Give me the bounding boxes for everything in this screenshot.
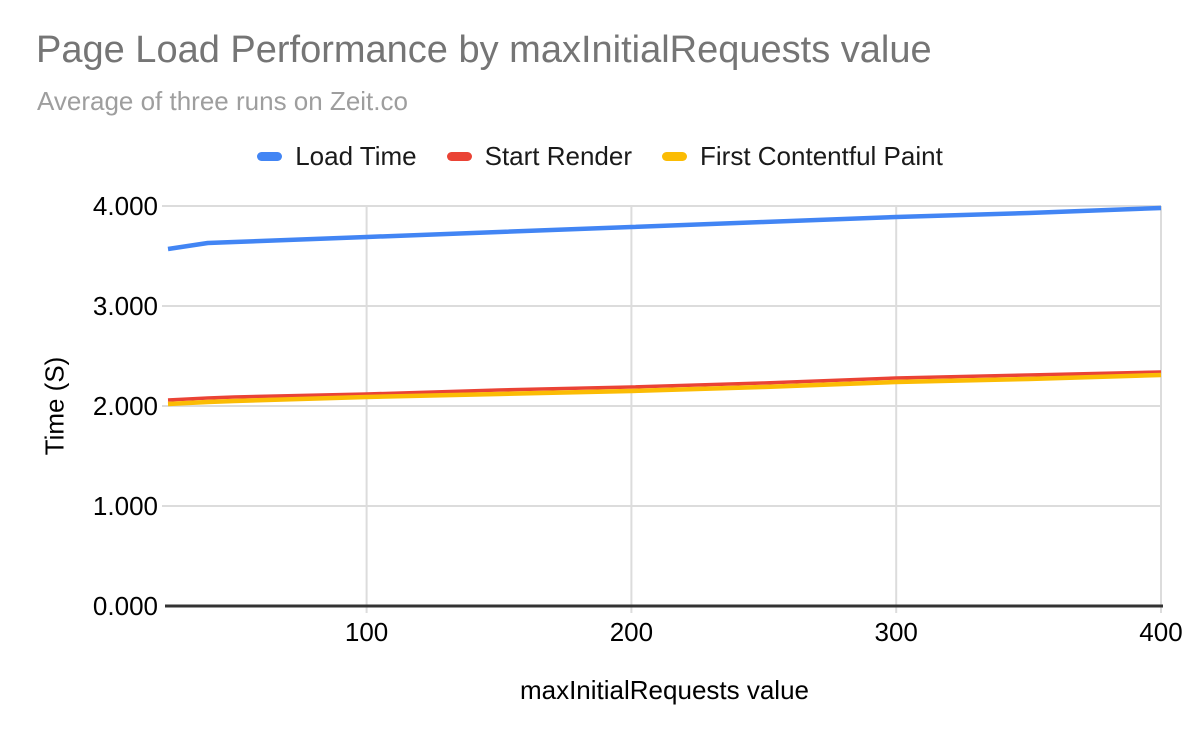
x-tick-label: 300 — [875, 617, 918, 647]
chart-title: Page Load Performance by maxInitialReque… — [36, 29, 932, 71]
legend-item-load-time: Load Time — [257, 141, 417, 172]
legend-label: First Contentful Paint — [700, 141, 943, 171]
y-tick-label: 3.000 — [93, 291, 158, 321]
line-start-render — [167, 370, 1162, 402]
x-tick-label: 200 — [610, 617, 653, 647]
x-tick-label: 400 — [1139, 617, 1182, 647]
chart-legend: Load Time Start Render First Contentful … — [0, 141, 1200, 172]
line-load-time — [167, 205, 1162, 252]
legend-label: Load Time — [295, 141, 417, 171]
y-tick-label: 4.000 — [93, 191, 158, 221]
y-tick-label: 2.000 — [93, 391, 158, 421]
legend-swatch-icon — [662, 152, 688, 161]
y-axis-title: Time (S) — [39, 356, 70, 456]
legend-label: Start Render — [484, 141, 633, 171]
legend-item-first-contentful-paint: First Contentful Paint — [662, 141, 943, 172]
chart-subtitle: Average of three runs on Zeit.co — [37, 86, 408, 116]
legend-swatch-icon — [446, 152, 472, 161]
y-tick-label: 0.000 — [93, 591, 158, 621]
legend-swatch-icon — [257, 152, 283, 161]
x-tick-label: 100 — [345, 617, 388, 647]
legend-item-start-render: Start Render — [446, 141, 633, 172]
x-axis-title: maxInitialRequests value — [519, 675, 810, 705]
y-tick-label: 1.000 — [93, 491, 158, 521]
line-first-contentful-paint — [167, 372, 1162, 407]
